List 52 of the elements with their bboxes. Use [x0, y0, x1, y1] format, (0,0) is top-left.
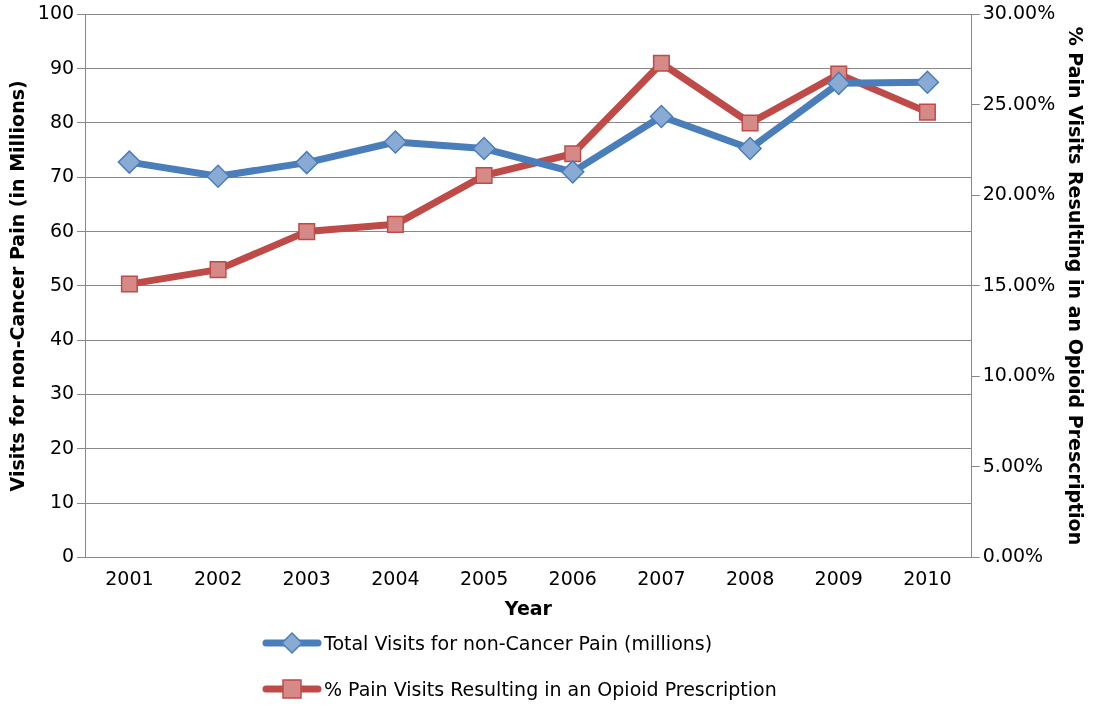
x-axis-title: Year — [503, 596, 553, 619]
x-tick-label: 2007 — [637, 566, 686, 589]
point — [560, 160, 585, 184]
point — [564, 145, 582, 163]
x-tick-label: 2004 — [371, 566, 420, 589]
y-tick-label: 100 — [37, 1, 75, 24]
point — [117, 150, 142, 174]
point — [298, 223, 316, 241]
y2-tick-label: 15.00% — [982, 272, 1056, 295]
y2-tick-label: 30.00% — [982, 1, 1056, 24]
point — [918, 103, 936, 121]
point — [649, 104, 674, 129]
point — [475, 166, 493, 185]
point — [209, 261, 227, 279]
point — [386, 215, 404, 233]
legend-label: % Pain Visits Resulting in an Opioid Prescription — [324, 678, 777, 700]
point — [120, 275, 138, 293]
point — [915, 70, 940, 95]
legend-label: Total Visits for non-Cancer Pain (millions) — [324, 632, 713, 654]
point — [738, 136, 762, 161]
x-tick-label: 2001 — [105, 566, 154, 589]
y-tick-label: 90 — [49, 55, 75, 78]
y-tick-label: 0 — [61, 544, 75, 567]
x-tick-label: 2009 — [814, 566, 863, 589]
y-tick-label: 40 — [49, 327, 75, 350]
y2-tick-label: 20.00% — [982, 182, 1056, 205]
y-tick-label: 70 — [49, 164, 75, 187]
x-tick-label: 2010 — [903, 566, 952, 589]
y-tick-label: 30 — [49, 381, 75, 404]
point — [652, 54, 670, 72]
y-tick-label: 60 — [49, 218, 75, 241]
y-axis-title: Visits for non-Cancer Pain (in Millions) — [6, 80, 29, 492]
y-tick-label: 80 — [49, 109, 75, 132]
x-tick-label: 2002 — [193, 566, 243, 589]
x-tick-label: 2008 — [725, 566, 775, 589]
point — [472, 136, 496, 161]
point — [741, 114, 759, 132]
y2-tick-label: 25.00% — [982, 91, 1056, 114]
y2-axis-title: % Pain Visits Resulting in an Opioid Prescription — [1064, 26, 1087, 546]
x-tick-label: 2006 — [548, 566, 597, 589]
y2-tick-label: 5.00% — [982, 453, 1044, 476]
point — [383, 130, 408, 154]
x-tick-label: 2003 — [282, 566, 331, 589]
point — [294, 150, 319, 175]
y-tick-label: 10 — [49, 490, 75, 513]
y-tick-label: 20 — [49, 435, 75, 458]
y2-tick-label: 0.00% — [982, 544, 1044, 567]
point — [827, 71, 851, 96]
y2-tick-label: 10.00% — [982, 363, 1056, 386]
x-tick-label: 2005 — [459, 566, 509, 589]
y-tick-label: 50 — [49, 272, 75, 295]
point — [206, 164, 230, 188]
